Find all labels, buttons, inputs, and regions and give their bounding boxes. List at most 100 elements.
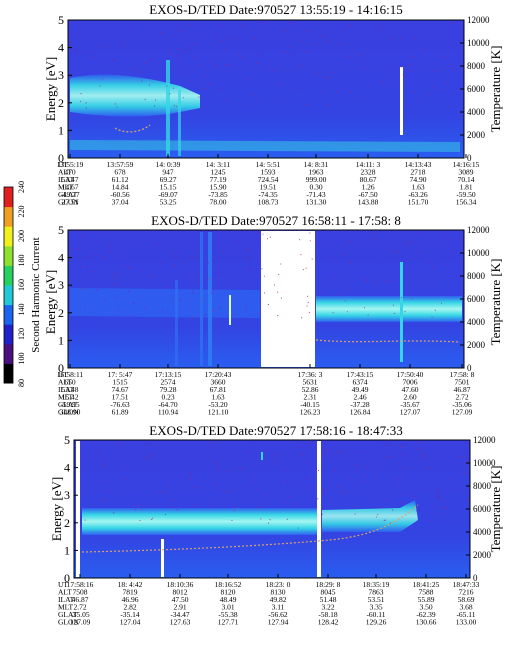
panel-2-noise-dot [461,261,463,263]
panel-2-noise-dot [246,317,248,319]
panel-2-ephemeris-value: -53.20 [208,400,228,409]
panel-3-noise-dot [403,476,405,478]
panel-1-noise-dot [91,52,93,54]
panel-1-noise-dot [222,89,224,91]
panel-1-ephemeris-value: -60.56 [110,190,130,199]
panel-3-noise-dot [354,513,356,515]
panel-2-temperature-ticks: 0 2000 4000 6000 8000 10000 12000 [460,225,490,373]
panel-3-noise-dot [402,502,404,504]
panel-2-noise-dot [367,280,368,282]
panel-3-ephemeris-value: -34.47 [170,610,190,619]
panel-2-temperature-tick-label: 0 [467,363,472,373]
panel-3-noise-dot [170,497,172,499]
panel-3-noise-dot [383,519,385,521]
panel-2-noise-dot [332,312,334,314]
panel-3-noise-dot [265,495,267,497]
panel-1-ephemeris-value: -49.77 [60,190,80,199]
panel-2-ephemeris-value: 0.23 [161,393,174,402]
panel-1-noise-dot [400,37,402,39]
panel-3-noise-dot [140,508,142,510]
panel-1-ephemeris-value: 2328 [361,168,376,177]
panel-2-noise-dot [207,262,209,264]
panel-3-ephemeris-value: 49.82 [270,595,287,604]
panel-1-noise-dot [301,40,302,42]
panel-3-noise-dot [436,496,438,498]
panel-1-noise-dot [85,107,87,109]
panel-1-noise-dot [268,66,270,68]
colorbar-tick-label: 160 [17,279,26,291]
panel-1-noise-dot [257,53,259,55]
panel-1-noise-dot [433,87,435,89]
panel-2-noise-dot [149,287,150,289]
panel-2-noise-dot [180,305,182,307]
panel-2-noise-dot [347,289,349,291]
panel-3-noise-dot [389,522,391,524]
panel-3-noise-dot [99,452,101,454]
panel-3-noise-dot [321,513,323,515]
panel-1-ephemeris-value: 131.30 [306,198,327,207]
panel-3-noise-dot [418,506,420,508]
panel-3-ephemeris-value: 18:23: 0 [266,580,291,589]
panel-3-noise-dot [285,470,287,472]
panel-3-ephemeris-value: 48.49 [220,595,237,604]
panel-2-noise-dot [299,239,301,241]
panel-1-noise-dot [234,37,236,39]
panel-2-noise-dot [118,235,120,237]
panel-2-noise-dot [263,275,265,277]
panel-3-ephemeris-value: 128.42 [318,618,339,627]
panel-3-noise-dot [332,453,333,455]
panel-1-noise-dot [102,78,104,80]
panel-2-noise-dot [116,297,118,299]
panel-1-ephemeris-value: 14: 0:39 [156,160,181,169]
colorbar-swatch [4,226,13,247]
panel-1-noise-dot [291,54,293,56]
panel-1-ephemeris-label: ALT [58,168,72,177]
panel-1-noise-dot [299,88,301,90]
panel-3-noise-dot [234,509,236,511]
panel-2-ephemeris-value: 2.72 [455,393,468,402]
panel-1-ephemeris-value: 14: 8:31 [304,160,329,169]
panel-2-noise-dot [80,266,82,268]
panel-3-ephemeris-value: 129.26 [366,618,387,627]
panel-1-ephemeris-value: 143.88 [358,198,379,207]
panel-3-noise-dot [211,442,213,443]
panel-1-temperature-tick-label: 4000 [467,107,486,117]
panel-3-noise-dot [189,478,191,480]
panel-2-noise-dot [160,261,162,263]
panel-1-noise-dot [191,67,193,69]
panel-3-ephemeris-value: -35.05 [70,610,90,619]
panel-3-ephemeris-value: 7819 [123,588,138,597]
panel-3-noise-dot [135,509,136,511]
panel-2-ephemeris-value: 2574 [161,378,176,387]
panel-1-noise-dot [383,82,384,83]
panel-1-noise-dot [229,65,231,67]
panel-3-energy-band-right [322,500,418,532]
panel-3-noise-dot [102,460,104,462]
panel-2-ephemeris-value: 3660 [211,378,226,387]
colorbar-swatch [4,206,13,227]
panel-3-ephemeris-label: GLON [58,618,79,627]
panel-1-title: EXOS-D/TED Date:970527 13:55:19 - 14:16:… [149,2,402,17]
panel-3-noise-dot [376,475,378,477]
panel-1-noise-dot [155,99,156,101]
panel-1-noise-dot [116,106,118,108]
panel-1-noise-dot [224,99,226,101]
panel-3-ephemeris-value: 8130 [271,588,286,597]
panel-3: EXOS-D/TED Date:970527 17:58:16 - 18:47:… [49,423,503,627]
panel-3-ephemeris-label: UT [58,580,68,589]
colorbar-swatch [4,363,13,384]
panel-2-noise-dot [125,265,127,267]
panel-1-noise-dot [327,104,329,106]
panel-1-noise-dot [272,70,274,71]
panel-3-noise-dot [437,494,439,496]
panel-3-noise-dot [113,512,115,514]
panel-1-ephemeris-value: -71.43 [306,190,326,199]
colorbar-swatch [4,343,13,364]
panel-1-noise-dot [362,66,364,68]
panel-3-ephemeris-value: 2.82 [123,603,136,612]
panel-2-ephemeris-value: 126.84 [350,408,371,417]
panel-2-noise-dot [249,260,251,262]
panel-3-ephemeris-value: 18: 4:42 [118,580,143,589]
panel-2-noise-dot [78,247,80,249]
panel-2-noise-dot [96,289,98,291]
